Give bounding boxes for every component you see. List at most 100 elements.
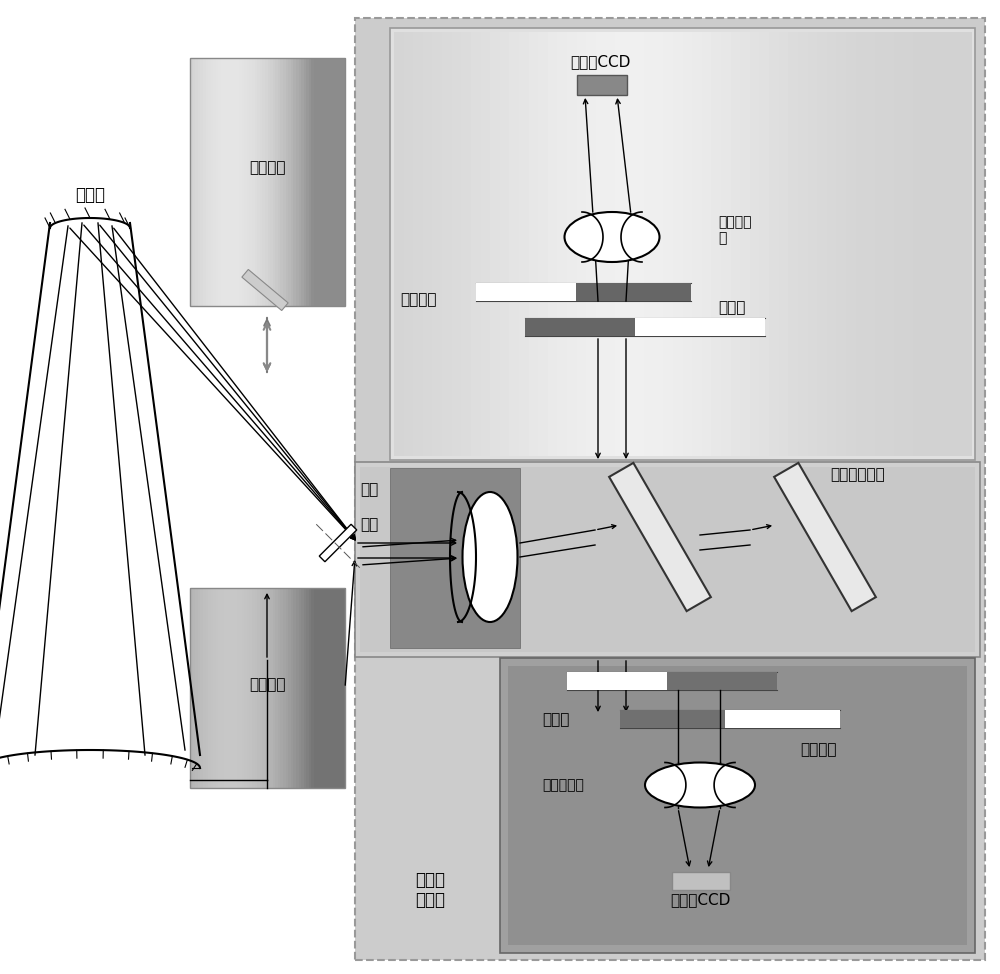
Bar [260,588,263,788]
Bar [335,58,338,306]
Bar [273,588,276,788]
Bar [298,588,302,788]
Bar [721,32,732,456]
Bar [213,588,217,788]
Bar [213,58,217,306]
Bar [332,58,336,306]
Bar [324,58,328,306]
Bar [500,658,975,953]
Bar [884,32,895,456]
Bar [808,32,818,456]
Bar [226,58,230,306]
Bar [211,588,214,788]
Bar [654,32,664,456]
Bar [394,32,405,456]
Text: 光栅切换: 光栅切换 [400,292,436,308]
Bar [314,58,318,306]
Bar [672,872,730,890]
Bar [280,588,284,788]
Bar [262,58,266,306]
Bar [311,58,315,306]
Bar [306,58,310,306]
Bar [324,588,328,788]
Bar [216,588,219,788]
Bar [255,588,258,788]
Bar [667,672,777,690]
Bar [836,32,847,456]
Bar [216,58,219,306]
Bar [625,32,635,456]
Text: 望远镜: 望远镜 [75,186,105,204]
Bar [615,32,626,456]
Text: 滤光轮: 滤光轮 [542,713,569,728]
Bar [237,588,240,788]
Bar [933,32,943,456]
Bar [249,588,253,788]
Bar [904,32,914,456]
Bar [218,58,222,306]
Bar [846,32,857,456]
Bar [961,32,972,456]
Bar [206,588,209,788]
Bar [275,588,279,788]
Bar [247,588,250,788]
Bar [330,58,333,306]
Bar [557,32,568,456]
Bar [262,588,266,788]
Bar [529,32,539,456]
Bar [293,588,297,788]
Bar [481,32,491,456]
Bar [234,588,238,788]
Bar [190,58,194,306]
Bar [234,58,238,306]
Bar [218,588,222,788]
Bar [224,588,227,788]
Bar [190,58,345,306]
Bar [203,58,207,306]
Bar [404,32,414,456]
Bar [306,588,310,788]
Bar [319,58,323,306]
Bar [390,468,520,648]
Bar [275,58,279,306]
Bar [413,32,424,456]
Bar [237,58,240,306]
Bar [663,32,674,456]
Text: 红通道CCD: 红通道CCD [670,892,730,908]
Bar [548,32,558,456]
Polygon shape [774,463,876,611]
Bar [317,58,320,306]
Bar [476,283,576,301]
Bar [856,32,866,456]
Bar [327,588,330,788]
Bar [644,32,655,456]
Polygon shape [242,270,288,311]
Bar [432,32,443,456]
Bar [508,666,967,945]
Bar [335,588,338,788]
Text: 光栅切换: 光栅切换 [800,742,836,758]
Bar [195,58,199,306]
Bar [673,32,684,456]
Bar [913,32,924,456]
Bar [278,58,281,306]
Text: 蓝通道CCD: 蓝通道CCD [570,55,630,69]
Bar [314,588,318,788]
Bar [296,58,300,306]
Bar [242,588,245,788]
Bar [606,32,616,456]
Bar [525,318,635,336]
Text: 焦面: 焦面 [360,482,378,498]
Bar [252,588,256,788]
Bar [288,588,292,788]
Bar [293,58,297,306]
Bar [817,32,828,456]
Bar [193,58,196,306]
Bar [208,58,212,306]
Bar [500,32,510,456]
Text: 滤光轮: 滤光轮 [718,301,745,316]
Bar [740,32,751,456]
Bar [304,588,307,788]
Bar [340,58,343,306]
Bar [278,588,281,788]
